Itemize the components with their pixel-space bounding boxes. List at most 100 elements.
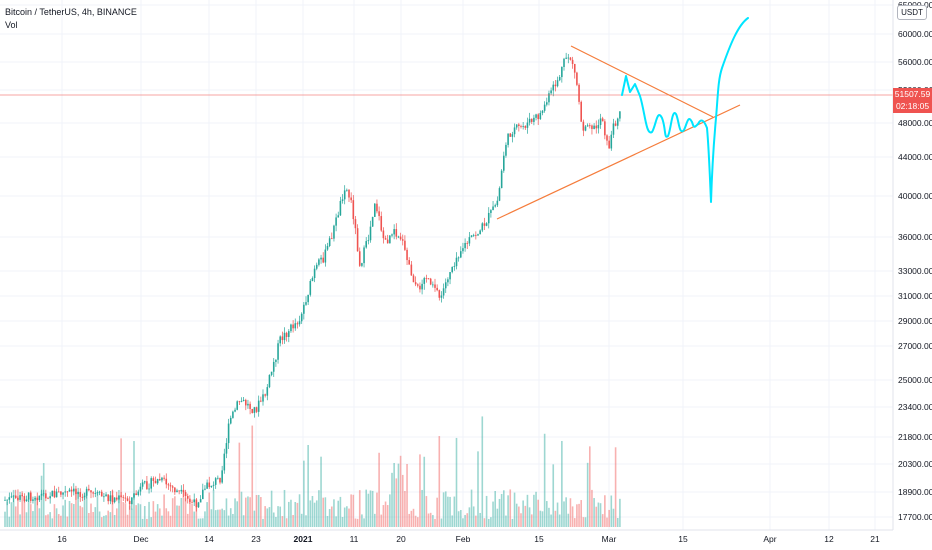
volume-bar <box>143 506 146 527</box>
candle-body <box>311 278 314 281</box>
symbol-title[interactable]: Bitcoin / TetherUS, 4h, BINANCE <box>5 7 137 17</box>
volume-bar <box>105 515 107 527</box>
volume-bar <box>182 491 185 527</box>
currency-button[interactable]: USDT <box>897 5 927 20</box>
volume-bar <box>406 463 408 527</box>
candle-body <box>406 249 408 261</box>
candle-body <box>597 124 600 129</box>
time-tick-label: 15 <box>678 534 688 544</box>
candle-body <box>45 493 47 499</box>
candle-body <box>498 188 501 201</box>
candle-body <box>580 101 582 122</box>
candle-body <box>354 219 357 229</box>
volume-bar <box>438 436 441 527</box>
volume-bar <box>23 500 26 527</box>
candle-body <box>156 479 159 484</box>
price-tick-label: 56000.00 <box>898 57 932 67</box>
candle-body <box>361 263 363 266</box>
volume-bar <box>184 498 187 527</box>
volume-bar <box>386 505 389 527</box>
volume-bar <box>19 514 21 527</box>
volume-bar <box>382 505 385 527</box>
volume-bar <box>586 462 589 527</box>
candle-body <box>595 125 598 129</box>
volume-bar <box>410 510 413 527</box>
volume-bar <box>619 498 621 527</box>
volume-bar <box>573 518 576 527</box>
volume-bar <box>212 489 215 527</box>
price-tick-label: 33000.00 <box>898 266 932 276</box>
volume-indicator-label[interactable]: Vol <box>5 20 18 30</box>
volume-bar <box>180 497 183 527</box>
price-tick-label: 27000.00 <box>898 341 932 351</box>
volume-bar <box>202 518 204 527</box>
candle-body <box>113 497 116 503</box>
candle-body <box>417 284 419 286</box>
volume-bar <box>150 517 152 527</box>
volume-bar <box>423 456 426 527</box>
candle-body <box>371 216 374 227</box>
candle-body <box>464 242 466 249</box>
candle-body <box>507 133 509 145</box>
volume-bar <box>268 507 271 527</box>
candle-body <box>275 359 277 362</box>
candle-body <box>118 495 120 500</box>
volume-bar <box>21 491 23 527</box>
candle-body <box>167 484 170 486</box>
candle-body <box>378 211 380 217</box>
time-tick-label: Apr <box>763 534 776 544</box>
candle-body <box>49 496 51 499</box>
volume-bar <box>490 517 492 527</box>
candle-body <box>51 490 54 497</box>
candle-body <box>561 66 563 78</box>
candle-body <box>298 321 301 325</box>
volume-bar <box>12 489 15 527</box>
candle-body <box>513 127 516 135</box>
volume-bar <box>4 511 6 527</box>
candle-body <box>38 495 41 501</box>
volume-bar <box>427 513 430 527</box>
volume-bar <box>245 497 247 527</box>
candle-body <box>191 501 193 503</box>
volume-bar <box>113 514 116 527</box>
volume-bar <box>229 508 232 527</box>
candle-body <box>178 490 180 492</box>
volume-bar <box>481 416 484 527</box>
candle-body <box>62 492 64 495</box>
candle-body <box>23 496 26 502</box>
candle-body <box>496 200 499 206</box>
volume-bar <box>277 506 279 527</box>
volume-bar <box>260 497 262 527</box>
price-tick-label: 18900.00 <box>898 487 932 497</box>
candle-body <box>537 114 539 120</box>
candle-body <box>567 57 570 59</box>
candle-body <box>139 486 142 492</box>
candle-body <box>305 302 307 305</box>
volume-bar <box>378 452 380 527</box>
volume-bar <box>309 500 312 527</box>
candle-body <box>122 496 125 498</box>
candle-body <box>21 495 23 497</box>
candle-body <box>604 121 606 136</box>
candle-body <box>8 497 11 500</box>
candle-body <box>242 399 245 402</box>
volume-bar <box>358 490 361 527</box>
volume-bar <box>604 495 606 527</box>
candle-body <box>552 84 555 91</box>
candle-body <box>322 257 324 263</box>
candle-body <box>343 190 346 200</box>
candle-body <box>408 260 410 265</box>
volume-bar <box>141 518 144 527</box>
candle-body <box>135 493 137 495</box>
time-axis-panel[interactable] <box>0 530 932 550</box>
volume-bar <box>401 474 404 527</box>
candle-body <box>193 499 195 503</box>
volume-bar <box>57 514 60 527</box>
candle-body <box>90 490 92 493</box>
candle-body <box>260 400 262 402</box>
candle-body <box>47 498 49 500</box>
volume-bar <box>374 513 376 527</box>
volume-bar <box>363 518 365 527</box>
volume-bar <box>94 507 97 527</box>
